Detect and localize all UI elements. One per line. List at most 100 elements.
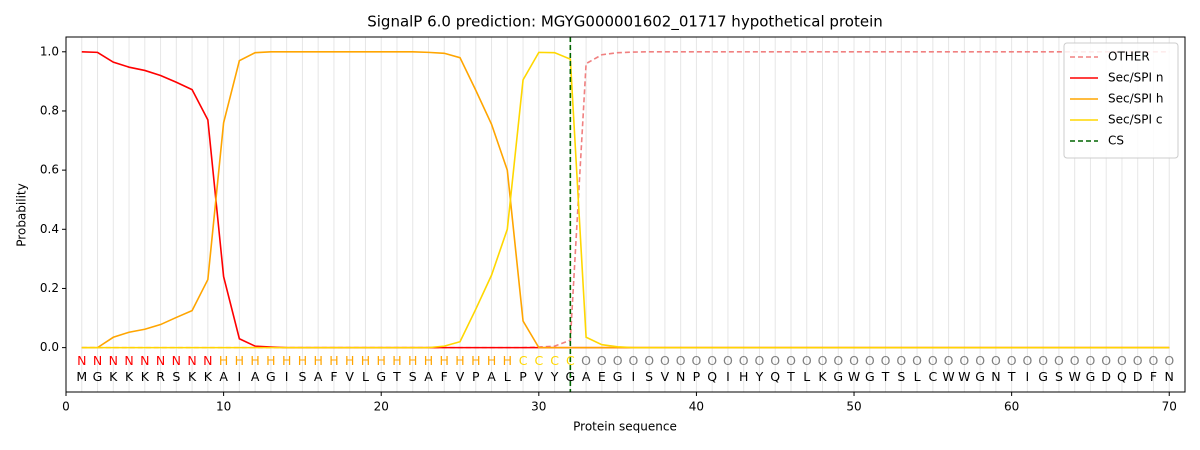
residue: Q [770, 369, 780, 384]
residue-label: O [818, 353, 828, 368]
residue-label: H [250, 353, 259, 368]
residue: W [1068, 369, 1080, 384]
residue: C [928, 369, 937, 384]
residue: Q [1117, 369, 1127, 384]
residue-label: H [361, 353, 370, 368]
residue-label: O [1086, 353, 1096, 368]
residue-label: H [282, 353, 291, 368]
residue-label: N [203, 353, 212, 368]
legend-box [1063, 42, 1179, 159]
legend-label: OTHER [1108, 50, 1150, 64]
residue: F [441, 369, 448, 384]
residue-label: H [455, 353, 464, 368]
residue-label: H [408, 353, 417, 368]
residue-label: O [739, 353, 749, 368]
residue-label: O [692, 353, 702, 368]
residue: R [156, 369, 165, 384]
residue-label: O [975, 353, 985, 368]
residue: L [504, 369, 511, 384]
plot-frame [65, 36, 1186, 393]
residue: L [914, 369, 921, 384]
residue: H [739, 369, 748, 384]
legend-label: Sec/SPI c [1108, 113, 1162, 127]
residue-label: H [329, 353, 338, 368]
residue-label: O [660, 353, 670, 368]
y-tick-label: 0.0 [40, 340, 59, 354]
residue: D [1133, 369, 1143, 384]
residue-label: H [392, 353, 401, 368]
residue-label: O [833, 353, 843, 368]
residue-label: N [156, 353, 165, 368]
residue: T [392, 369, 401, 384]
residue-label: H [377, 353, 386, 368]
residue: S [172, 369, 180, 384]
residue: F [1150, 369, 1157, 384]
residue-label: C [550, 353, 559, 368]
residue: V [535, 369, 544, 384]
residue: E [598, 369, 606, 384]
residue: F [330, 369, 337, 384]
residue-label: O [1054, 353, 1064, 368]
residue: S [409, 369, 417, 384]
y-tick-label: 0.8 [40, 103, 59, 117]
residue: I [726, 369, 730, 384]
series-line [81, 50, 1170, 349]
residue: N [991, 369, 1000, 384]
y-tick-label: 0.6 [40, 163, 59, 177]
residue-label: O [628, 353, 638, 368]
residue: G [833, 369, 843, 384]
x-axis-label: Protein sequence [573, 420, 677, 434]
residue-label: O [896, 353, 906, 368]
residue: D [1101, 369, 1111, 384]
x-tick-label: 70 [1162, 400, 1177, 414]
residue-label: O [581, 353, 591, 368]
residue-label: O [1117, 353, 1127, 368]
residue-label: H [487, 353, 496, 368]
residue: W [958, 369, 970, 384]
residue-label: O [676, 353, 686, 368]
residue-label: O [770, 353, 780, 368]
residue: G [613, 369, 623, 384]
residue-label: N [77, 353, 86, 368]
residue: P [519, 369, 527, 384]
residue: A [314, 369, 323, 384]
residue-label: O [1101, 353, 1111, 368]
residue: V [661, 369, 670, 384]
residue: K [204, 369, 213, 384]
residue-label: N [172, 353, 181, 368]
residue: A [251, 369, 260, 384]
residue: I [285, 369, 289, 384]
x-tick-label: 10 [216, 400, 231, 414]
residue-label: H [298, 353, 307, 368]
residue-label: O [865, 353, 875, 368]
residue-label: O [928, 353, 938, 368]
residue: K [818, 369, 827, 384]
residue: L [803, 369, 810, 384]
residue: N [676, 369, 685, 384]
residue-label: H [471, 353, 480, 368]
residue-label: O [755, 353, 765, 368]
residue: K [141, 369, 150, 384]
y-tick-label: 0.4 [40, 222, 59, 236]
residue: K [125, 369, 134, 384]
residue: T [881, 369, 890, 384]
residue: L [362, 369, 369, 384]
residue-label: O [707, 353, 717, 368]
residue-label: H [219, 353, 228, 368]
residue-label: N [187, 353, 196, 368]
y-axis-label: Probability [15, 183, 29, 246]
residue: P [693, 369, 701, 384]
residue-label: H [313, 353, 322, 368]
residue-label: O [1070, 353, 1080, 368]
residue: V [456, 369, 465, 384]
x-tick-label: 50 [846, 400, 861, 414]
residue-label: O [786, 353, 796, 368]
residue-label: O [613, 353, 623, 368]
residue-label: N [109, 353, 118, 368]
residue: G [376, 369, 386, 384]
residue-label: O [881, 353, 891, 368]
y-tick-label: 0.2 [40, 281, 59, 295]
residue: S [1055, 369, 1063, 384]
residue: S [645, 369, 653, 384]
residue-label: H [424, 353, 433, 368]
